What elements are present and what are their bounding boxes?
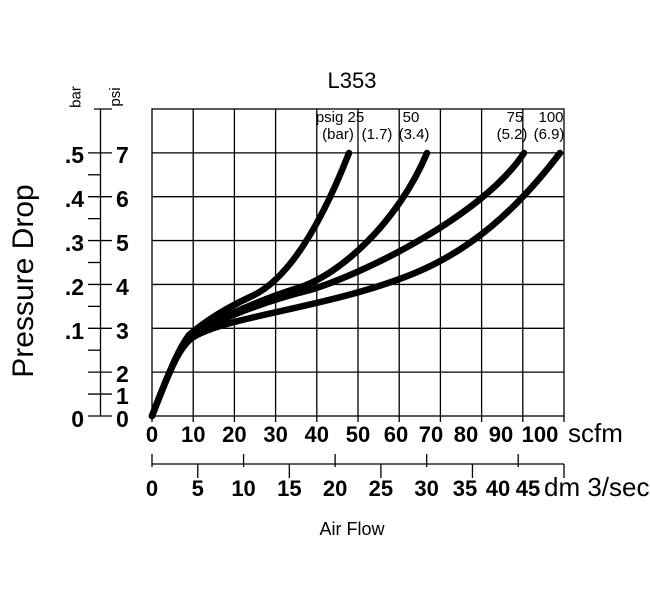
svg-text:100: 100 bbox=[538, 109, 563, 126]
svg-text:(1.7): (1.7) bbox=[362, 126, 393, 143]
svg-text:(bar): (bar) bbox=[322, 126, 354, 143]
svg-text:(5.2): (5.2) bbox=[497, 126, 528, 143]
svg-text:.5: .5 bbox=[65, 142, 84, 168]
svg-text:50: 50 bbox=[403, 109, 420, 126]
svg-text:20: 20 bbox=[323, 476, 347, 501]
svg-text:6: 6 bbox=[116, 186, 129, 212]
svg-text:0: 0 bbox=[146, 422, 158, 447]
svg-text:4: 4 bbox=[116, 274, 129, 300]
svg-text:3: 3 bbox=[116, 318, 129, 344]
svg-text:(3.4): (3.4) bbox=[399, 126, 430, 143]
svg-text:40: 40 bbox=[305, 422, 329, 447]
svg-text:35: 35 bbox=[453, 476, 477, 501]
svg-text:90: 90 bbox=[489, 422, 513, 447]
svg-text:100: 100 bbox=[522, 422, 559, 447]
svg-text:psi: psi bbox=[107, 87, 124, 106]
svg-text:Pressure Drop: Pressure Drop bbox=[7, 184, 40, 377]
svg-text:0: 0 bbox=[116, 406, 129, 432]
svg-text:25: 25 bbox=[369, 476, 393, 501]
svg-text:50: 50 bbox=[346, 422, 370, 447]
svg-text:15: 15 bbox=[277, 476, 301, 501]
svg-text:20: 20 bbox=[222, 422, 246, 447]
svg-text:30: 30 bbox=[263, 422, 287, 447]
svg-text:.1: .1 bbox=[65, 318, 84, 344]
svg-text:.2: .2 bbox=[65, 274, 84, 300]
svg-text:7: 7 bbox=[116, 142, 129, 168]
svg-text:75: 75 bbox=[507, 109, 524, 126]
svg-text:80: 80 bbox=[454, 422, 478, 447]
svg-text:10: 10 bbox=[181, 422, 205, 447]
svg-text:bar: bar bbox=[68, 86, 85, 108]
svg-text:40: 40 bbox=[486, 476, 510, 501]
svg-text:L353: L353 bbox=[328, 68, 377, 93]
svg-text:.4: .4 bbox=[65, 186, 84, 212]
svg-text:(6.9): (6.9) bbox=[534, 126, 565, 143]
svg-text:30: 30 bbox=[414, 476, 438, 501]
svg-text:Air Flow: Air Flow bbox=[319, 519, 385, 539]
svg-text:5: 5 bbox=[116, 230, 129, 256]
svg-text:.3: .3 bbox=[65, 230, 84, 256]
svg-text:45: 45 bbox=[516, 476, 540, 501]
svg-text:10: 10 bbox=[231, 476, 255, 501]
svg-text:dm 3/sec: dm 3/sec bbox=[544, 472, 650, 502]
svg-text:0: 0 bbox=[146, 476, 158, 501]
svg-text:psig 25: psig 25 bbox=[316, 109, 364, 126]
svg-text:scfm: scfm bbox=[568, 418, 623, 448]
svg-text:60: 60 bbox=[384, 422, 408, 447]
svg-text:0: 0 bbox=[71, 406, 84, 432]
svg-text:70: 70 bbox=[419, 422, 443, 447]
svg-text:5: 5 bbox=[192, 476, 204, 501]
